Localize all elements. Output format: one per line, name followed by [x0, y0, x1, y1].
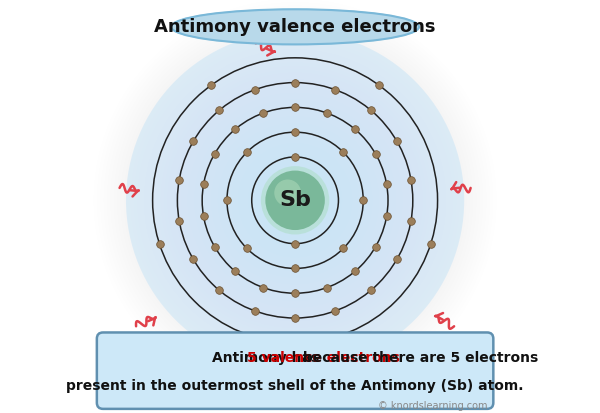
- FancyBboxPatch shape: [97, 332, 493, 409]
- Circle shape: [281, 187, 308, 214]
- Circle shape: [285, 190, 305, 210]
- Text: 5 valence electrons: 5 valence electrons: [247, 351, 400, 365]
- Circle shape: [292, 197, 298, 204]
- Text: Sb: Sb: [279, 190, 311, 210]
- Circle shape: [289, 194, 302, 207]
- Circle shape: [275, 180, 315, 221]
- Circle shape: [265, 171, 325, 230]
- Text: present in the outermost shell of the Antimony (Sb) atom.: present in the outermost shell of the An…: [67, 379, 524, 393]
- Ellipse shape: [171, 9, 419, 44]
- Text: Antimony has: Antimony has: [212, 351, 324, 365]
- Circle shape: [274, 180, 301, 206]
- Text: Antimony valence electrons: Antimony valence electrons: [154, 18, 436, 36]
- Text: © knordslearning.com: © knordslearning.com: [377, 401, 487, 411]
- Circle shape: [126, 31, 464, 370]
- Circle shape: [261, 166, 329, 235]
- Circle shape: [278, 183, 312, 217]
- Text: because there are 5 electrons: because there are 5 electrons: [298, 351, 538, 365]
